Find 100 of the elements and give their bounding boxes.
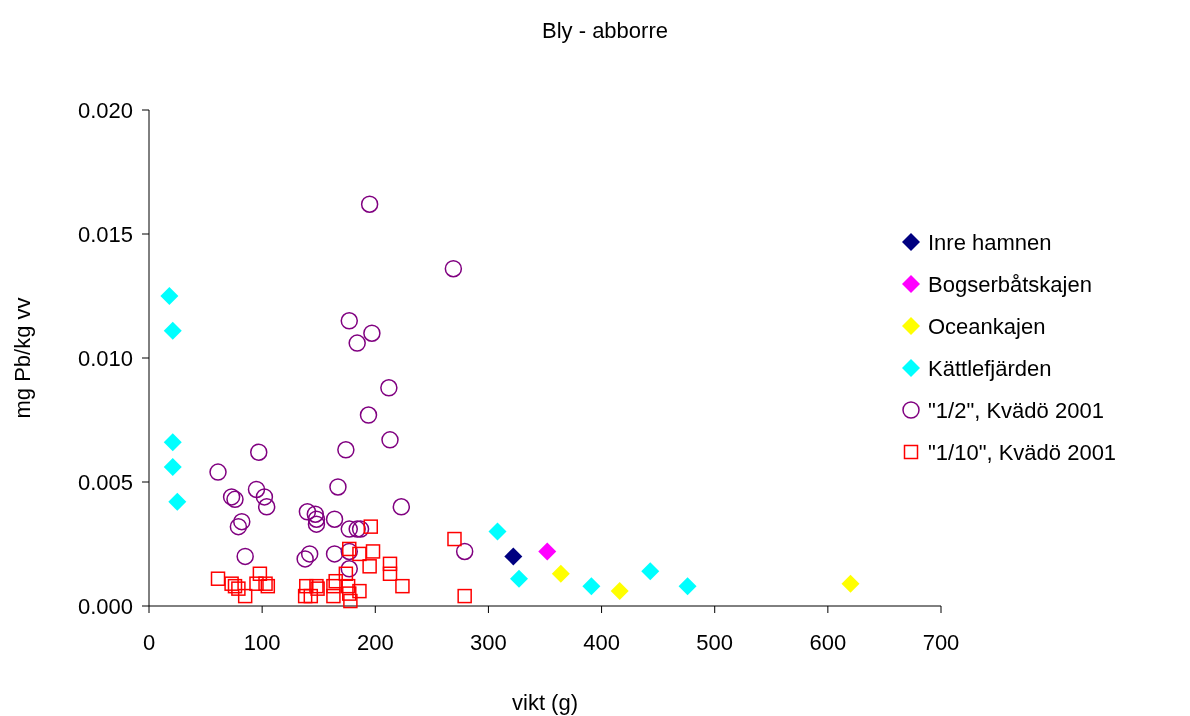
point xyxy=(343,593,358,609)
point xyxy=(257,498,276,516)
point xyxy=(488,522,507,541)
point xyxy=(249,576,264,591)
point xyxy=(168,492,187,511)
point xyxy=(352,583,367,599)
point xyxy=(303,588,319,604)
point xyxy=(504,547,523,566)
point xyxy=(392,498,411,516)
point xyxy=(337,441,355,459)
point xyxy=(351,520,370,538)
x-tick-label: 500 xyxy=(696,630,734,655)
point xyxy=(340,542,359,561)
point xyxy=(538,542,557,561)
legend-label: "1/2", Kvädö 2001 xyxy=(928,397,1104,423)
point xyxy=(641,562,660,581)
y-tick-label: 0.010 xyxy=(77,345,133,371)
point xyxy=(348,334,366,352)
legend-label: Kättlefjärden xyxy=(928,355,1052,381)
point xyxy=(237,588,253,604)
legend-label: "1/10", Kvädö 2001 xyxy=(928,439,1117,465)
x-tick-label: 0 xyxy=(142,630,156,655)
x-tick-label: 400 xyxy=(583,630,620,655)
point xyxy=(447,531,462,547)
point xyxy=(610,582,629,601)
x-tick-label: 700 xyxy=(922,630,960,655)
point xyxy=(163,321,182,340)
legend-label: Oceankajen xyxy=(928,313,1046,339)
point xyxy=(233,512,251,531)
point xyxy=(509,569,528,588)
point xyxy=(444,259,463,278)
point xyxy=(328,573,343,589)
point xyxy=(226,490,244,509)
y-tick-label: 0.015 xyxy=(77,221,133,247)
point xyxy=(307,510,326,528)
point xyxy=(299,578,314,594)
point xyxy=(222,488,241,506)
x-tick-label: 300 xyxy=(470,630,507,655)
point xyxy=(342,541,357,557)
legend-label: Bogserbåtskajen xyxy=(928,271,1092,297)
point xyxy=(382,556,398,572)
point xyxy=(296,550,314,568)
point xyxy=(326,588,341,604)
point xyxy=(457,588,472,604)
point xyxy=(229,517,248,536)
point xyxy=(382,566,398,582)
x-tick-label: 100 xyxy=(243,630,281,655)
point xyxy=(227,578,243,594)
point xyxy=(380,379,398,397)
point xyxy=(160,287,179,305)
y-tick-label: 0.020 xyxy=(77,97,133,123)
x-tick-label: 600 xyxy=(809,630,847,655)
point xyxy=(326,578,341,594)
point xyxy=(325,545,344,563)
point xyxy=(455,542,474,561)
point xyxy=(325,510,344,528)
point xyxy=(163,433,182,452)
point xyxy=(340,578,356,594)
legend-label: Inre hamnen xyxy=(928,229,1052,255)
point xyxy=(359,406,378,424)
point xyxy=(306,505,325,523)
point xyxy=(365,544,381,559)
point xyxy=(209,463,227,481)
x-tick-label: 200 xyxy=(356,630,394,655)
point xyxy=(340,520,359,538)
x-axis-title: vikt (g) xyxy=(512,690,578,715)
point xyxy=(342,586,357,601)
point xyxy=(362,559,377,574)
point xyxy=(297,588,313,604)
point xyxy=(348,520,366,538)
point xyxy=(363,324,381,342)
point xyxy=(210,571,226,586)
point xyxy=(551,564,570,583)
point xyxy=(582,577,601,596)
y-axis-title: mg Pb/kg vv xyxy=(10,297,35,419)
y-tick-label: 0.005 xyxy=(77,469,133,495)
point xyxy=(255,488,274,506)
point xyxy=(307,515,326,533)
point xyxy=(395,578,410,594)
point xyxy=(363,519,379,534)
point xyxy=(678,577,697,596)
point xyxy=(252,566,268,582)
point xyxy=(231,581,246,596)
point xyxy=(298,503,317,521)
point xyxy=(247,480,266,499)
point xyxy=(841,574,860,593)
point xyxy=(329,478,347,496)
point xyxy=(340,312,359,330)
point xyxy=(352,546,367,562)
point xyxy=(338,566,354,582)
point xyxy=(360,195,379,213)
point xyxy=(300,545,319,563)
point xyxy=(250,443,268,461)
point xyxy=(381,431,399,449)
point xyxy=(163,458,182,477)
point xyxy=(224,576,239,591)
y-tick-label: 0.000 xyxy=(77,593,133,619)
point xyxy=(236,547,254,566)
point xyxy=(340,560,359,578)
chart-title: Bly - abborre xyxy=(542,18,668,43)
